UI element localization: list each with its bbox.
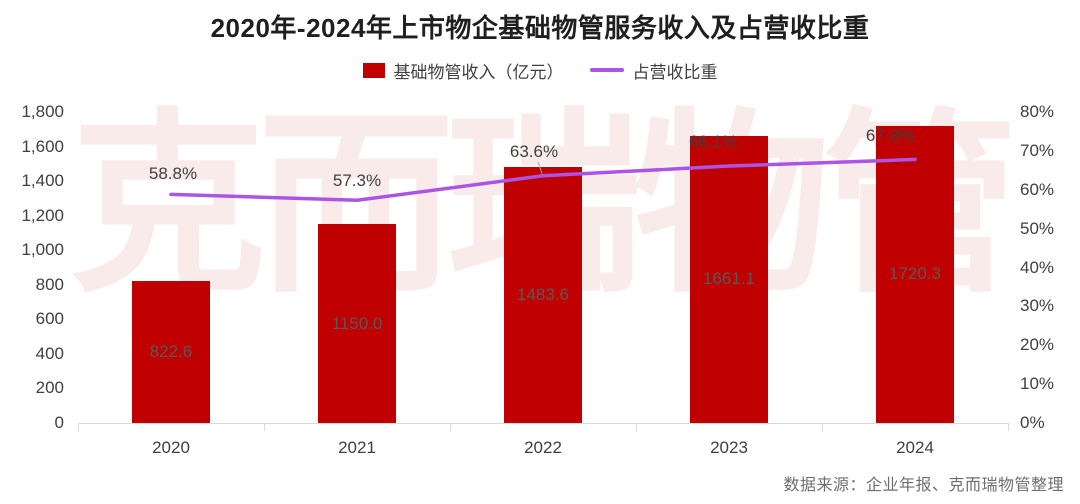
left-axis-tick-label: 800	[35, 274, 64, 294]
revenue-bar	[132, 280, 210, 423]
right-axis-tick-label: 80%	[1020, 102, 1055, 121]
left-axis-tick-label: 1,200	[21, 205, 64, 225]
x-axis-tick	[1008, 423, 1009, 431]
revenue-bar-value-label: 1720.3	[889, 264, 941, 284]
revenue-bar-value-label: 1661.1	[703, 269, 755, 289]
ratio-point-label: 57.3%	[332, 171, 382, 191]
x-axis-category-label: 2023	[710, 438, 748, 457]
line-series-swatch	[589, 68, 624, 72]
bar-series-swatch	[362, 62, 385, 78]
ratio-line	[169, 157, 917, 202]
right-axis-tick-label: 60%	[1020, 179, 1055, 199]
right-axis-tick-label: 20%	[1020, 335, 1055, 355]
x-axis-tick	[636, 423, 637, 431]
left-axis-tick-label: 1,000	[21, 240, 64, 260]
right-axis-tick-label: 70%	[1020, 140, 1055, 160]
x-axis-line	[78, 423, 1008, 424]
revenue-bar-value-label: 1483.6	[517, 284, 569, 304]
x-axis-tick	[78, 423, 79, 431]
left-axis-tick-label: 0	[54, 413, 64, 432]
left-axis-tick-label: 1,800	[21, 102, 64, 121]
label-leader-line	[537, 161, 543, 174]
ratio-line-layer	[169, 157, 917, 202]
right-axis-tick-label: 10%	[1020, 374, 1055, 394]
right-axis-tick-label: 40%	[1020, 257, 1055, 277]
revenue-bar-value-label: 822.6	[149, 341, 193, 361]
ratio-point-label: 58.8%	[148, 164, 198, 184]
x-axis-tick	[822, 423, 823, 431]
right-axis-tick-label: 50%	[1020, 218, 1055, 238]
left-axis-tick-label: 400	[35, 343, 64, 363]
x-axis-tick	[450, 423, 451, 431]
revenue-bar	[690, 135, 768, 423]
x-axis-category-label: 2021	[338, 438, 376, 457]
left-axis-tick-label: 600	[35, 309, 64, 329]
ratio-point-label: 66.1%	[688, 132, 738, 152]
revenue-bar	[318, 224, 396, 423]
chart-title: 2020年-2024年上市物企基础物管服务收入及占营收比重	[210, 13, 870, 43]
x-axis-category-label: 2022	[524, 438, 562, 457]
x-axis-category-label: 2024	[896, 438, 934, 457]
ratio-point-label: 63.6%	[509, 141, 559, 161]
right-axis-tick-label: 30%	[1020, 296, 1055, 316]
x-axis-tick	[264, 423, 265, 431]
bar-series-label: 基础物管收入（亿元）	[393, 62, 564, 82]
legend-item-revenue: 基础物管收入（亿元）	[362, 58, 564, 83]
revenue-bar-value-label: 1150.0	[331, 313, 383, 333]
revenue-bar	[876, 125, 954, 423]
legend-item-ratio: 占营收比重	[589, 58, 718, 83]
ratio-point-label: 67.8%	[865, 126, 915, 146]
revenue-bar	[504, 166, 582, 423]
left-axis-tick-label: 1,600	[21, 136, 64, 156]
right-axis-tick-label: 0%	[1020, 413, 1045, 432]
x-axis-category-label: 2020	[152, 438, 190, 457]
left-axis-tick-label: 200	[35, 378, 64, 398]
line-series-label: 占营收比重	[632, 62, 718, 82]
chart-legend: 基础物管收入（亿元） 占营收比重	[0, 58, 1080, 82]
left-axis-tick-label: 1,400	[21, 171, 64, 191]
data-source-note: 数据来源：企业年报、克而瑞物管整理	[783, 477, 1064, 494]
